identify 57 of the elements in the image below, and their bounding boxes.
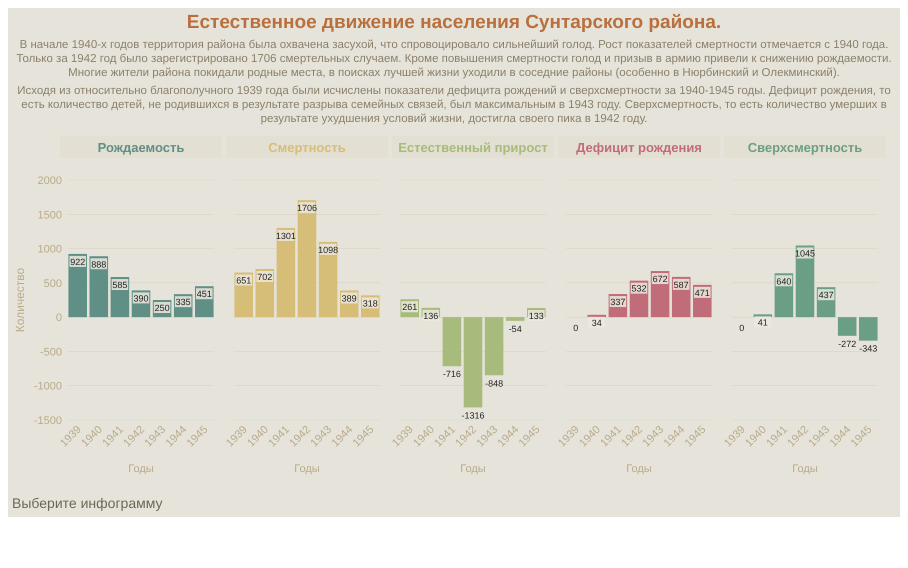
data-label: 34 (592, 318, 602, 328)
y-tick-label: 2000 (38, 175, 62, 187)
data-label: -848 (485, 378, 504, 388)
data-label: 261 (402, 302, 418, 312)
chart-title: Естественный прирост (398, 140, 548, 155)
data-label: 250 (154, 303, 170, 313)
data-label: -343 (859, 344, 878, 354)
x-axis-title: Годы (128, 463, 154, 475)
data-label: 133 (528, 311, 544, 322)
data-label: 337 (610, 297, 626, 308)
text: Исходя из относительно благополучного 1939 года были исчислены показатели дефицита рождений и сверхсмертности за 1940-1945 годы. Дефицит рождения, то есть количество детей, не родившихся в результате разрыва семейных связей, был максимальным в 1943 году. Сверхсмертность, то есть количество умерших в результате ухудшения условий жизни, достигла своего пика в 1942 году. (16, 84, 892, 126)
chart-title: Смертность (268, 140, 346, 155)
data-label: 318 (362, 298, 378, 308)
chart-title: Сверхсмертность (748, 140, 862, 155)
data-label: 335 (176, 297, 191, 308)
data-label: -1316 (461, 410, 485, 420)
x-axis-title: Годы (460, 463, 486, 475)
data-label: 390 (133, 293, 149, 304)
chart-title: Рождаемость (98, 140, 184, 155)
y-axis-title: Количество (13, 267, 27, 332)
y-tick-label: -1500 (34, 415, 62, 427)
data-label: 651 (236, 276, 252, 286)
data-label: 1301 (276, 230, 296, 241)
data-label: 389 (342, 293, 357, 304)
data-label: -272 (838, 338, 856, 349)
text: В начале 1940-х годов территория района была охвачена засухой, что спровоцировало сильнейший голод. Рост показателей смертности отмечается с 1940 года. Только за 1942 год было зарегистрировано 1706 смертельных случаем. Кроме повышения смертности голод и призыв в армию привели к снижению рождаемости. Многие жители района покидали родные места, в поисках лучшей жизни уходили в соседние районы (особенно в Нюрбинский и Олекминский). (15, 38, 893, 80)
data-label: 587 (674, 280, 689, 290)
x-axis-title: Годы (792, 463, 818, 475)
data-label: 640 (776, 276, 792, 286)
data-label: 888 (91, 259, 106, 270)
text: Естественное движение населения Сунтарского района. (186, 11, 722, 34)
y-tick-label: 0 (56, 312, 62, 324)
data-label: 437 (818, 290, 834, 300)
data-label: 922 (70, 256, 86, 267)
text: Выберите инфограмму (11, 495, 164, 513)
x-axis-title: Годы (626, 463, 652, 475)
x-axis-title: Годы (294, 463, 320, 475)
data-label: -54 (508, 324, 522, 334)
y-tick-label: -500 (40, 346, 62, 358)
data-label: 471 (694, 288, 710, 298)
data-label: 41 (758, 317, 768, 328)
data-label: 672 (652, 274, 668, 284)
chart-title: Дефицит рождения (576, 140, 702, 155)
y-tick-label: 1000 (38, 244, 62, 256)
data-label: 451 (196, 289, 212, 300)
data-label: 585 (112, 280, 128, 290)
y-tick-label: -1000 (34, 380, 62, 393)
data-label: 136 (423, 310, 438, 321)
data-label: 1098 (318, 244, 338, 255)
data-label: 1706 (296, 203, 318, 214)
data-label: -716 (442, 369, 461, 380)
data-label: 702 (257, 272, 272, 282)
data-label: 532 (631, 284, 647, 294)
y-tick-label: 1500 (38, 209, 62, 222)
data-label: 0 (739, 323, 744, 334)
y-tick-label: 500 (44, 278, 62, 290)
data-label: 0 (573, 323, 578, 334)
